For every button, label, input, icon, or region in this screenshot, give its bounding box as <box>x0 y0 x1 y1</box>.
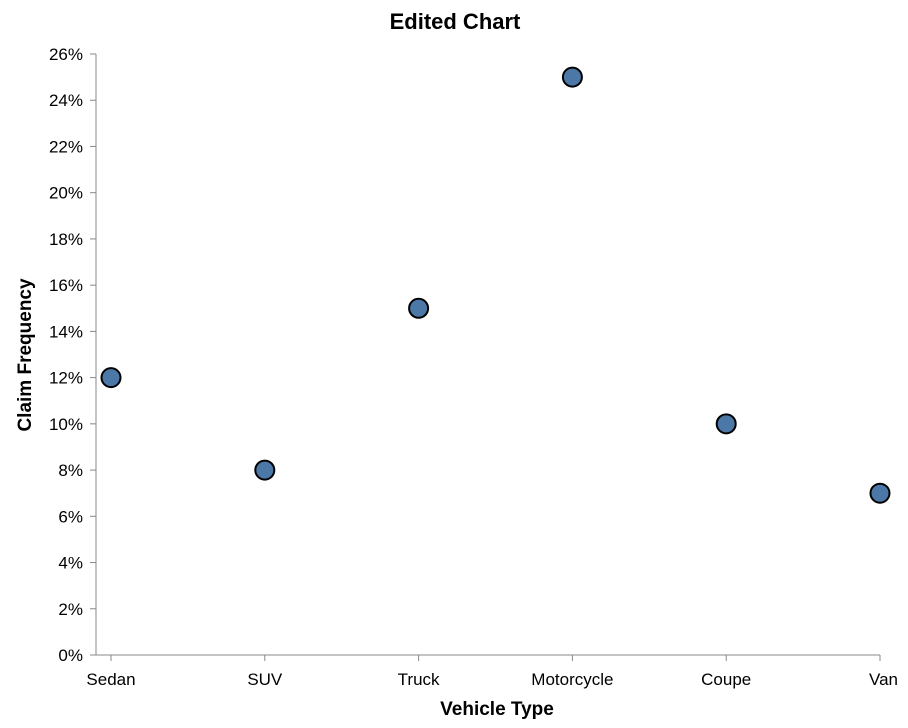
y-tick-label: 0% <box>58 646 83 665</box>
x-tick-label: Motorcycle <box>531 670 613 689</box>
x-tick-label: Coupe <box>701 670 751 689</box>
x-tick-label: SUV <box>247 670 283 689</box>
y-tick-label: 10% <box>49 415 83 434</box>
x-tick-label: Van <box>869 670 898 689</box>
y-tick-label: 24% <box>49 91 83 110</box>
x-tick-label: Sedan <box>86 670 135 689</box>
x-axis-ticks: Sedan SUV Truck Motorcycle Coupe Van <box>86 655 898 689</box>
y-axis-title: Claim Frequency <box>15 278 36 432</box>
y-tick-label: 14% <box>49 322 83 341</box>
y-tick-label: 8% <box>58 461 83 480</box>
x-axis-title: Vehicle Type <box>440 699 554 720</box>
data-point-sedan[interactable] <box>100 367 122 389</box>
y-tick-label: 16% <box>49 276 83 295</box>
chart-title: Edited Chart <box>390 9 521 34</box>
y-tick-label: 4% <box>58 554 83 573</box>
data-point-coupe[interactable] <box>715 413 737 435</box>
data-points <box>100 66 891 504</box>
y-tick-label: 20% <box>49 184 83 203</box>
data-point-van[interactable] <box>869 482 891 504</box>
data-point-motorcycle[interactable] <box>561 66 583 88</box>
data-point-truck[interactable] <box>408 297 430 319</box>
y-tick-label: 2% <box>58 600 83 619</box>
y-tick-label: 22% <box>49 137 83 156</box>
y-axis-ticks: 0% 2% 4% 6% 8% 10% 12% 14% 16% 18% 20% 22% 24% 26% <box>49 45 96 665</box>
y-tick-label: 12% <box>49 369 83 388</box>
y-tick-label: 26% <box>49 45 83 64</box>
x-tick-label: Truck <box>398 670 440 689</box>
data-point-suv[interactable] <box>254 459 276 481</box>
y-tick-label: 6% <box>58 507 83 526</box>
y-tick-label: 18% <box>49 230 83 249</box>
